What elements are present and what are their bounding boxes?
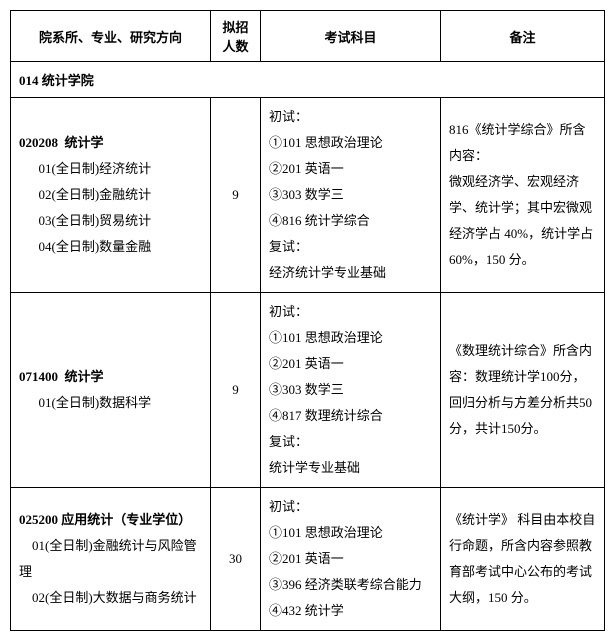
exam-item: ③396 经济类联考综合能力 (269, 572, 432, 598)
header-remark: 备注 (441, 11, 605, 62)
direction-item: 02(全日制)金融统计 (19, 182, 202, 208)
header-quota: 拟招人数 (211, 11, 261, 62)
exam-item: ①101 思想政治理论 (269, 325, 432, 351)
department-row: 014 统计学院 (11, 62, 605, 98)
direction-item: 02(全日制)大数据与商务统计 (19, 585, 202, 611)
major-cell: 020208 统计学 01(全日制)经济统计 02(全日制)金融统计 03(全日… (11, 98, 211, 293)
remark-cell: 816《统计学综合》所含内容： 微观经济学、宏观经济学、统计学；其中宏微观经济学… (441, 98, 605, 293)
exam-item: ④816 统计学综合 (269, 208, 432, 234)
quota-cell: 9 (211, 293, 261, 488)
header-row: 院系所、专业、研究方向 拟招人数 考试科目 备注 (11, 11, 605, 62)
exam-item: ③303 数学三 (269, 182, 432, 208)
exam-item: ④817 数理统计综合 (269, 403, 432, 429)
remark-cell: 《统计学》 科目由本校自行命题，所含内容参照教育部考试中心公布的考试大纲，150… (441, 488, 605, 631)
exam-retest-label: 复试： (269, 429, 432, 455)
exam-item: ②201 英语一 (269, 156, 432, 182)
table-row: 020208 统计学 01(全日制)经济统计 02(全日制)金融统计 03(全日… (11, 98, 605, 293)
exam-item: ②201 英语一 (269, 546, 432, 572)
exam-cell: 初试： ①101 思想政治理论 ②201 英语一 ③303 数学三 ④816 统… (261, 98, 441, 293)
remark-title: 816《统计学综合》所含内容： (449, 117, 596, 169)
table-row: 071400 统计学 01(全日制)数据科学 9 初试： ①101 思想政治理论… (11, 293, 605, 488)
header-major: 院系所、专业、研究方向 (11, 11, 211, 62)
exam-pre-label: 初试： (269, 299, 432, 325)
major-name: 统计学 (65, 135, 104, 150)
exam-pre-label: 初试： (269, 494, 432, 520)
exam-item: ③303 数学三 (269, 377, 432, 403)
major-code: 020208 (19, 135, 58, 150)
department-name: 014 统计学院 (11, 62, 605, 98)
remark-cell: 《数理统计综合》所含内容：数理统计学100分，回归分析与方差分析共50分，共计1… (441, 293, 605, 488)
exam-item: ①101 思想政治理论 (269, 130, 432, 156)
exam-cell: 初试： ①101 思想政治理论 ②201 英语一 ③303 数学三 ④817 数… (261, 293, 441, 488)
major-code: 071400 (19, 369, 58, 384)
exam-item: ①101 思想政治理论 (269, 520, 432, 546)
major-cell: 025200 应用统计（专业学位） 01(全日制)金融统计与风险管理 02(全日… (11, 488, 211, 631)
direction-item: 01(全日制)金融统计与风险管理 (19, 533, 202, 585)
remark-detail: 微观经济学、宏观经济学、统计学；其中宏微观经济学占 40%，统计学占60%，15… (449, 169, 596, 273)
major-cell: 071400 统计学 01(全日制)数据科学 (11, 293, 211, 488)
table-row: 025200 应用统计（专业学位） 01(全日制)金融统计与风险管理 02(全日… (11, 488, 605, 631)
direction-item: 01(全日制)数据科学 (19, 390, 202, 416)
major-name: 应用统计（专业学位） (61, 512, 191, 527)
quota-cell: 9 (211, 98, 261, 293)
direction-item: 01(全日制)经济统计 (19, 156, 202, 182)
remark-text: 《数理统计综合》所含内容：数理统计学100分，回归分析与方差分析共50分，共计1… (449, 338, 596, 442)
direction-item: 03(全日制)贸易统计 (19, 208, 202, 234)
header-exam: 考试科目 (261, 11, 441, 62)
exam-item: ④432 统计学 (269, 598, 432, 624)
exam-retest-label: 复试： (269, 234, 432, 260)
exam-retest: 统计学专业基础 (269, 455, 432, 481)
admissions-table: 院系所、专业、研究方向 拟招人数 考试科目 备注 014 统计学院 020208… (10, 10, 605, 631)
exam-cell: 初试： ①101 思想政治理论 ②201 英语一 ③396 经济类联考综合能力 … (261, 488, 441, 631)
remark-text: 《统计学》 科目由本校自行命题，所含内容参照教育部考试中心公布的考试大纲，150… (449, 507, 596, 611)
major-name: 统计学 (65, 369, 104, 384)
direction-item: 04(全日制)数量金融 (19, 234, 202, 260)
exam-retest: 经济统计学专业基础 (269, 260, 432, 286)
major-code: 025200 (19, 512, 58, 527)
exam-item: ②201 英语一 (269, 351, 432, 377)
quota-cell: 30 (211, 488, 261, 631)
exam-pre-label: 初试： (269, 104, 432, 130)
